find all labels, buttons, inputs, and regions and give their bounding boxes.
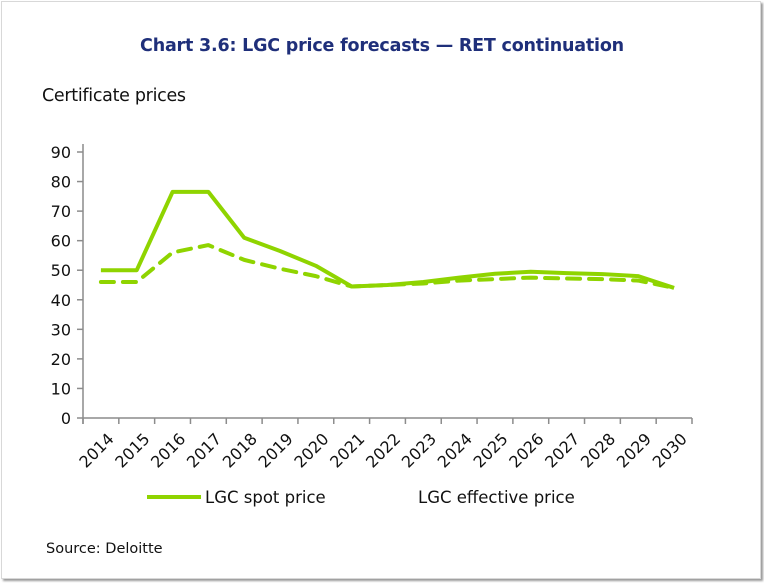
x-tick-label: 2014 <box>75 429 117 471</box>
x-axis: 2014201520162017201820192020202120222023… <box>75 417 693 472</box>
y-tick-label: 10 <box>51 379 71 398</box>
legend: LGC spot price LGC effective price <box>147 488 575 507</box>
y-tick-label: 80 <box>51 173 71 192</box>
x-tick-label: 2025 <box>469 429 511 471</box>
source-note: Source: Deloitte <box>46 541 163 557</box>
x-tick-label: 2015 <box>111 429 153 471</box>
y-tick-label: 40 <box>51 291 71 310</box>
series-lines <box>98 189 677 290</box>
y-tick-label: 90 <box>51 143 71 162</box>
x-tick-label: 2021 <box>326 429 368 471</box>
x-tick-label: 2027 <box>541 429 583 471</box>
y-tick-label: 30 <box>51 320 71 339</box>
x-tick-label: 2017 <box>183 429 225 471</box>
chart-title: Chart 3.6: LGC price forecasts — RET con… <box>140 36 624 56</box>
x-tick-label: 2023 <box>398 429 440 471</box>
y-tick-label: 50 <box>51 261 71 280</box>
y-tick-label: 0 <box>61 409 71 428</box>
x-tick-label: 2016 <box>147 429 189 471</box>
x-tick-label: 2024 <box>434 429 476 471</box>
x-tick-label: 2029 <box>613 429 655 471</box>
x-tick-label: 2020 <box>290 429 332 471</box>
y-tick-label: 20 <box>51 350 71 369</box>
x-tick-label: 2018 <box>219 429 261 471</box>
y-tick-label: 60 <box>51 232 71 251</box>
x-tick-label: 2022 <box>362 429 404 471</box>
series-line-effective-price <box>98 243 677 290</box>
y-tick-label: 70 <box>51 202 71 221</box>
y-axis-label: Certificate prices <box>42 86 186 106</box>
x-tick-label: 2028 <box>577 429 619 471</box>
legend-label-spot-price: LGC spot price <box>205 488 326 507</box>
series-line-spot-price <box>100 189 675 290</box>
x-tick-label: 2030 <box>649 429 691 471</box>
x-tick-label: 2026 <box>505 429 547 471</box>
legend-label-effective-price: LGC effective price <box>418 488 575 507</box>
y-axis: 0 10 20 30 40 50 60 70 80 90 <box>51 143 84 428</box>
x-tick-label: 2019 <box>255 429 297 471</box>
